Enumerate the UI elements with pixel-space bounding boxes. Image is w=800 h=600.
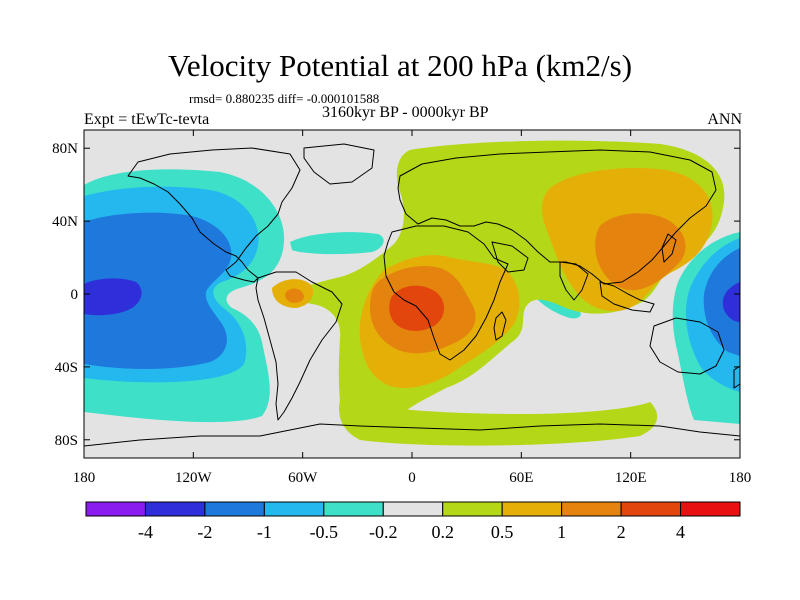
colorbar-swatch bbox=[561, 501, 622, 517]
lon-tick-label: 0 bbox=[408, 470, 416, 486]
lon-tick-label: 60E bbox=[509, 470, 533, 486]
colorbar-label: -0.2 bbox=[369, 522, 398, 542]
lat-tick-label: 40S bbox=[55, 360, 78, 376]
colorbar-swatch bbox=[263, 501, 325, 517]
colorbar-label: 4 bbox=[676, 522, 685, 542]
coastline-eurasia bbox=[397, 149, 717, 285]
colorbar-swatch bbox=[442, 501, 503, 517]
colorbar-label: -0.5 bbox=[310, 522, 339, 542]
contour-neg-2 bbox=[84, 278, 142, 316]
contour-neg-2-east bbox=[722, 282, 740, 322]
colorbar-label: 0.2 bbox=[431, 522, 454, 542]
colorbar-label: -2 bbox=[197, 522, 212, 542]
axis-ticks: 80N 40N 0 40S 80S 180 120W 60W 0 60E 120E 180 bbox=[52, 130, 751, 486]
coastline-north-america bbox=[127, 147, 301, 283]
colorbar-swatch bbox=[85, 501, 146, 517]
colorbar-swatch bbox=[323, 501, 384, 517]
coastline-south-america bbox=[255, 271, 343, 421]
colorbar-label: 2 bbox=[617, 522, 626, 542]
colorbar-swatch bbox=[144, 501, 206, 517]
contour-pos-1-asia bbox=[595, 213, 686, 291]
coastline-japan bbox=[661, 233, 677, 263]
coastline-madagascar bbox=[493, 311, 507, 341]
period-label: 3160kyr BP - 0000kyr BP bbox=[322, 104, 489, 121]
colorbar-swatch bbox=[382, 501, 444, 517]
rmsd-diff-stats: rmsd= 0.880235 diff= -0.000101588 bbox=[189, 91, 380, 106]
coastline-india bbox=[559, 261, 589, 301]
lat-tick-label: 0 bbox=[71, 287, 79, 303]
coastline-greenland bbox=[303, 143, 375, 185]
experiment-label: Expt = tEwTc-tevta bbox=[84, 111, 210, 128]
plot-title: Velocity Potential at 200 hPa (km2/s) bbox=[167, 48, 633, 83]
colorbar: -4 -2 -1 -0.5 -0.2 0.2 0.5 1 2 4 bbox=[85, 501, 741, 542]
colorbar-swatch bbox=[680, 501, 741, 517]
lon-tick-label: 120E bbox=[615, 470, 647, 486]
colorbar-swatch bbox=[204, 501, 265, 517]
lon-tick-label: 180 bbox=[729, 470, 752, 486]
contour-pos-1-venezuela bbox=[285, 288, 304, 303]
coastline-southeast-asia bbox=[599, 281, 655, 313]
coastline-australia bbox=[649, 317, 725, 375]
colorbar-label: 0.5 bbox=[491, 522, 514, 542]
season-label: ANN bbox=[707, 111, 742, 128]
contour-neg-1 bbox=[84, 212, 232, 369]
contour-pos-2 bbox=[389, 285, 445, 331]
colorbar-swatch bbox=[620, 501, 682, 517]
lon-tick-label: 120W bbox=[175, 470, 213, 486]
contour-pos-0p2-antarctic bbox=[338, 400, 658, 446]
colorbar-label: -1 bbox=[257, 522, 272, 542]
lon-tick-label: 60W bbox=[288, 470, 318, 486]
colorbar-label: 1 bbox=[557, 522, 566, 542]
contour-field bbox=[84, 130, 740, 458]
coastline-antarctica bbox=[84, 423, 740, 447]
lat-tick-label: 80N bbox=[52, 141, 78, 157]
coastlines bbox=[84, 143, 740, 447]
colorbar-swatch bbox=[501, 501, 563, 517]
colorbar-label: -4 bbox=[138, 522, 153, 542]
contour-neg-0p2-atlantic bbox=[290, 232, 384, 255]
lon-tick-label: 180 bbox=[73, 470, 96, 486]
coastline-africa bbox=[383, 225, 509, 361]
coastline-arabia bbox=[491, 241, 529, 273]
lat-tick-label: 40N bbox=[52, 214, 78, 230]
lat-tick-label: 80S bbox=[55, 433, 78, 449]
